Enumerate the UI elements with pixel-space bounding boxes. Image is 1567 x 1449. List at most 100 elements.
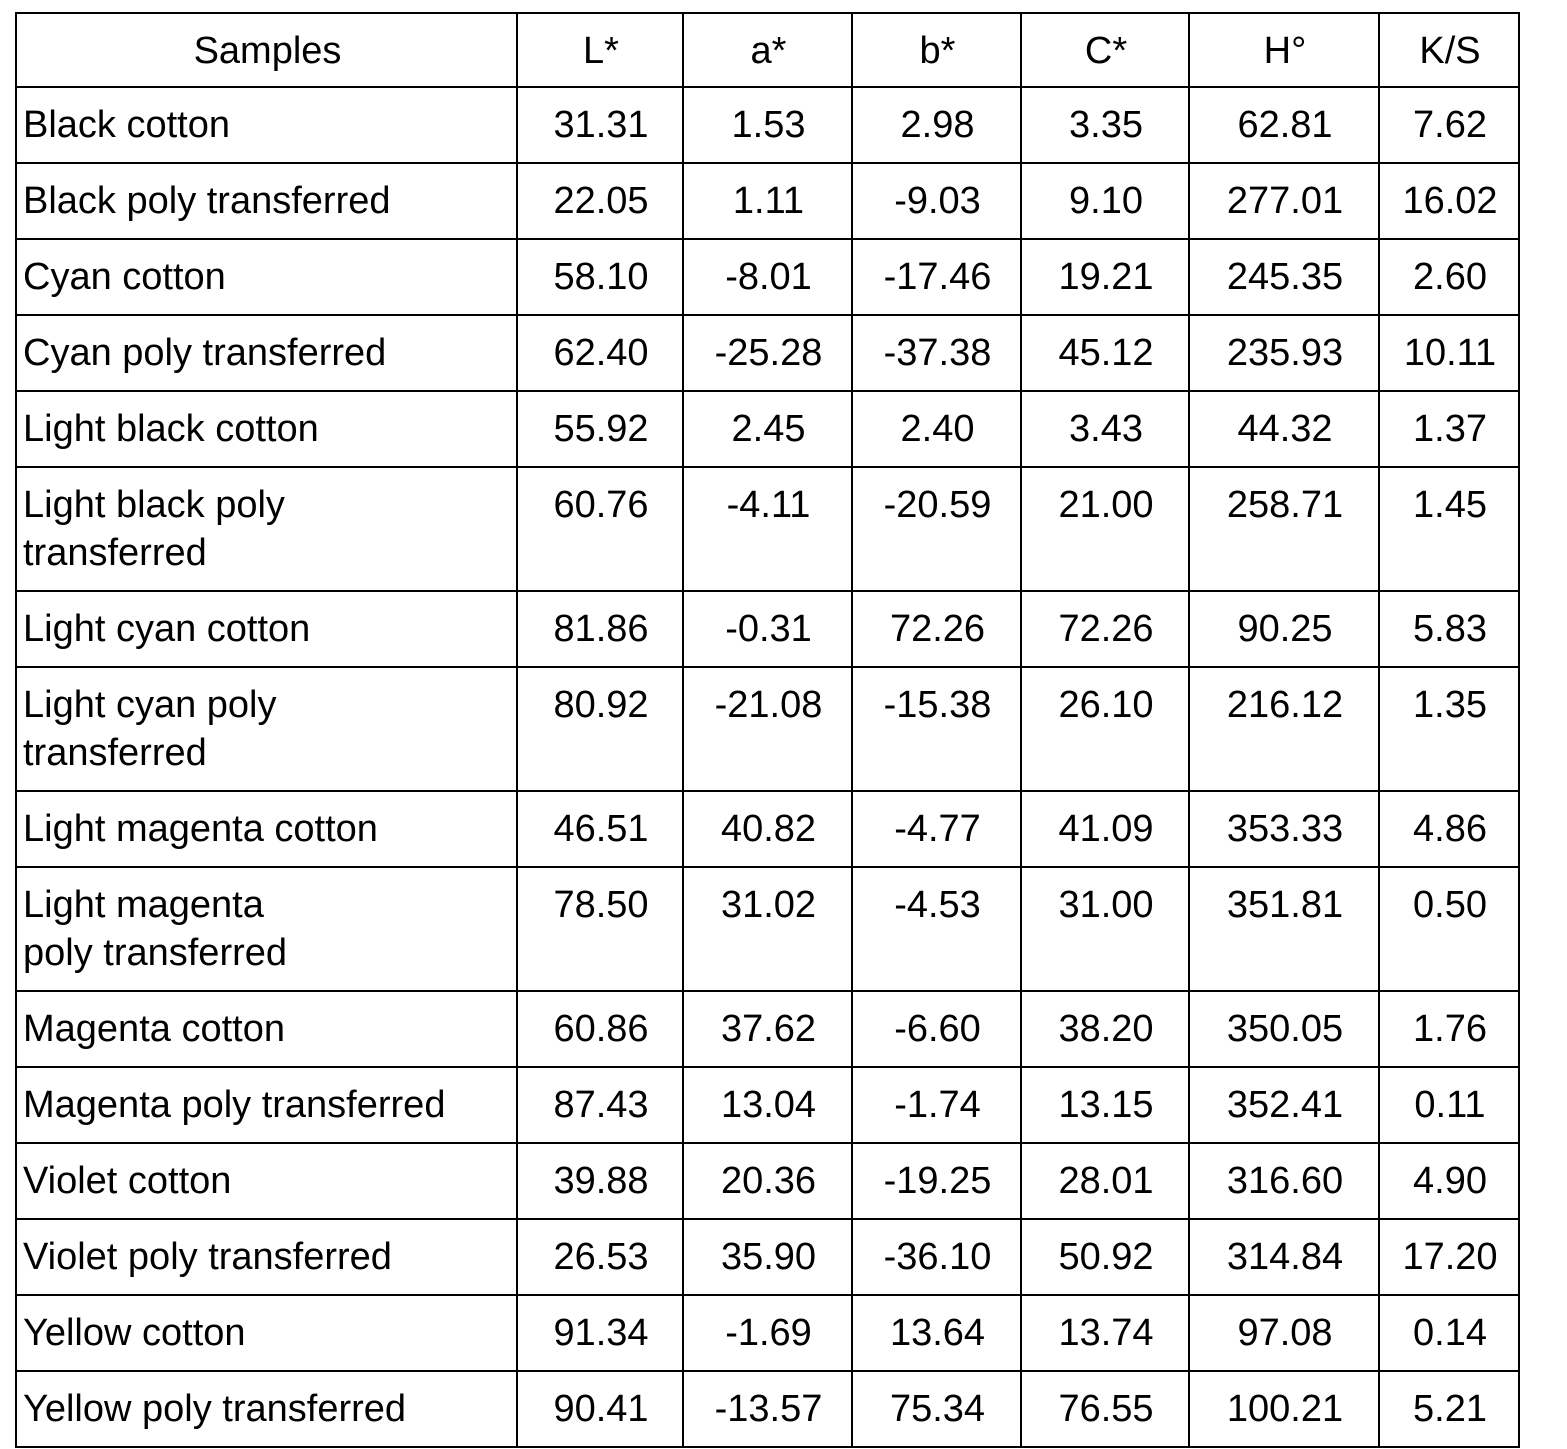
value-cell: 38.20 — [1021, 991, 1189, 1067]
table-row: Light black cotton55.922.452.403.4344.32… — [16, 391, 1519, 467]
table-row: Yellow poly transferred90.41-13.5775.347… — [16, 1371, 1519, 1447]
value-cell: 9.10 — [1021, 163, 1189, 239]
value-cell: -4.53 — [852, 867, 1021, 991]
value-cell: 80.92 — [517, 667, 683, 791]
value-cell: 28.01 — [1021, 1143, 1189, 1219]
value-cell: 4.86 — [1379, 791, 1519, 867]
value-cell: 39.88 — [517, 1143, 683, 1219]
value-cell: 1.76 — [1379, 991, 1519, 1067]
sample-name-cell: Light black poly transferred — [16, 467, 517, 591]
value-cell: -8.01 — [683, 239, 852, 315]
value-cell: 2.60 — [1379, 239, 1519, 315]
value-cell: 235.93 — [1189, 315, 1379, 391]
value-cell: 76.55 — [1021, 1371, 1189, 1447]
value-cell: 81.86 — [517, 591, 683, 667]
column-header: L* — [517, 13, 683, 87]
table-row: Yellow cotton91.34-1.6913.6413.7497.080.… — [16, 1295, 1519, 1371]
value-cell: 91.34 — [517, 1295, 683, 1371]
column-header: H° — [1189, 13, 1379, 87]
sample-name-cell: Magenta cotton — [16, 991, 517, 1067]
value-cell: 17.20 — [1379, 1219, 1519, 1295]
value-cell: -36.10 — [852, 1219, 1021, 1295]
value-cell: 40.82 — [683, 791, 852, 867]
value-cell: 4.90 — [1379, 1143, 1519, 1219]
sample-name-cell: Light cyan cotton — [16, 591, 517, 667]
value-cell: 46.51 — [517, 791, 683, 867]
value-cell: -4.11 — [683, 467, 852, 591]
value-cell: 19.21 — [1021, 239, 1189, 315]
value-cell: -20.59 — [852, 467, 1021, 591]
value-cell: 55.92 — [517, 391, 683, 467]
sample-name-cell: Violet cotton — [16, 1143, 517, 1219]
table-row: Light black poly transferred60.76-4.11-2… — [16, 467, 1519, 591]
table-row: Light magenta poly transferred78.5031.02… — [16, 867, 1519, 991]
value-cell: 3.35 — [1021, 87, 1189, 163]
value-cell: 2.98 — [852, 87, 1021, 163]
value-cell: 3.43 — [1021, 391, 1189, 467]
value-cell: 58.10 — [517, 239, 683, 315]
value-cell: 37.62 — [683, 991, 852, 1067]
sample-name-cell: Cyan poly transferred — [16, 315, 517, 391]
value-cell: 245.35 — [1189, 239, 1379, 315]
value-cell: 41.09 — [1021, 791, 1189, 867]
value-cell: 44.32 — [1189, 391, 1379, 467]
value-cell: -21.08 — [683, 667, 852, 791]
table-row: Violet cotton39.8820.36-19.2528.01316.60… — [16, 1143, 1519, 1219]
sample-name-cell: Violet poly transferred — [16, 1219, 517, 1295]
value-cell: 277.01 — [1189, 163, 1379, 239]
value-cell: 0.14 — [1379, 1295, 1519, 1371]
value-cell: 0.11 — [1379, 1067, 1519, 1143]
value-cell: 10.11 — [1379, 315, 1519, 391]
sample-name-cell: Yellow cotton — [16, 1295, 517, 1371]
value-cell: 314.84 — [1189, 1219, 1379, 1295]
value-cell: 351.81 — [1189, 867, 1379, 991]
value-cell: -15.38 — [852, 667, 1021, 791]
table-body: Black cotton31.311.532.983.3562.817.62Bl… — [16, 87, 1519, 1447]
value-cell: 26.10 — [1021, 667, 1189, 791]
value-cell: 87.43 — [517, 1067, 683, 1143]
column-header: Samples — [16, 13, 517, 87]
value-cell: 1.11 — [683, 163, 852, 239]
value-cell: -13.57 — [683, 1371, 852, 1447]
value-cell: 31.31 — [517, 87, 683, 163]
column-header: a* — [683, 13, 852, 87]
sample-name-cell: Magenta poly transferred — [16, 1067, 517, 1143]
value-cell: 21.00 — [1021, 467, 1189, 591]
value-cell: -0.31 — [683, 591, 852, 667]
value-cell: 0.50 — [1379, 867, 1519, 991]
table-row: Light cyan cotton81.86-0.3172.2672.2690.… — [16, 591, 1519, 667]
table-row: Black poly transferred22.051.11-9.039.10… — [16, 163, 1519, 239]
table-row: Cyan cotton58.10-8.01-17.4619.21245.352.… — [16, 239, 1519, 315]
value-cell: 1.35 — [1379, 667, 1519, 791]
value-cell: -17.46 — [852, 239, 1021, 315]
header-row: SamplesL*a*b*C*H°K/S — [16, 13, 1519, 87]
value-cell: 258.71 — [1189, 467, 1379, 591]
table-row: Violet poly transferred26.5335.90-36.105… — [16, 1219, 1519, 1295]
value-cell: 72.26 — [852, 591, 1021, 667]
value-cell: 60.76 — [517, 467, 683, 591]
sample-name-cell: Black poly transferred — [16, 163, 517, 239]
color-measurement-table: SamplesL*a*b*C*H°K/S Black cotton31.311.… — [15, 12, 1520, 1448]
value-cell: 1.45 — [1379, 467, 1519, 591]
value-cell: 90.41 — [517, 1371, 683, 1447]
value-cell: 13.64 — [852, 1295, 1021, 1371]
column-header: C* — [1021, 13, 1189, 87]
value-cell: 100.21 — [1189, 1371, 1379, 1447]
value-cell: 1.53 — [683, 87, 852, 163]
sample-name-cell: Light black cotton — [16, 391, 517, 467]
sample-name-cell: Yellow poly transferred — [16, 1371, 517, 1447]
value-cell: 13.74 — [1021, 1295, 1189, 1371]
value-cell: 5.83 — [1379, 591, 1519, 667]
value-cell: -6.60 — [852, 991, 1021, 1067]
value-cell: 16.02 — [1379, 163, 1519, 239]
value-cell: 2.40 — [852, 391, 1021, 467]
sample-name-cell: Light cyan poly transferred — [16, 667, 517, 791]
value-cell: 75.34 — [852, 1371, 1021, 1447]
value-cell: 216.12 — [1189, 667, 1379, 791]
value-cell: 35.90 — [683, 1219, 852, 1295]
value-cell: 31.02 — [683, 867, 852, 991]
value-cell: 26.53 — [517, 1219, 683, 1295]
value-cell: -37.38 — [852, 315, 1021, 391]
table-row: Magenta poly transferred87.4313.04-1.741… — [16, 1067, 1519, 1143]
value-cell: 45.12 — [1021, 315, 1189, 391]
